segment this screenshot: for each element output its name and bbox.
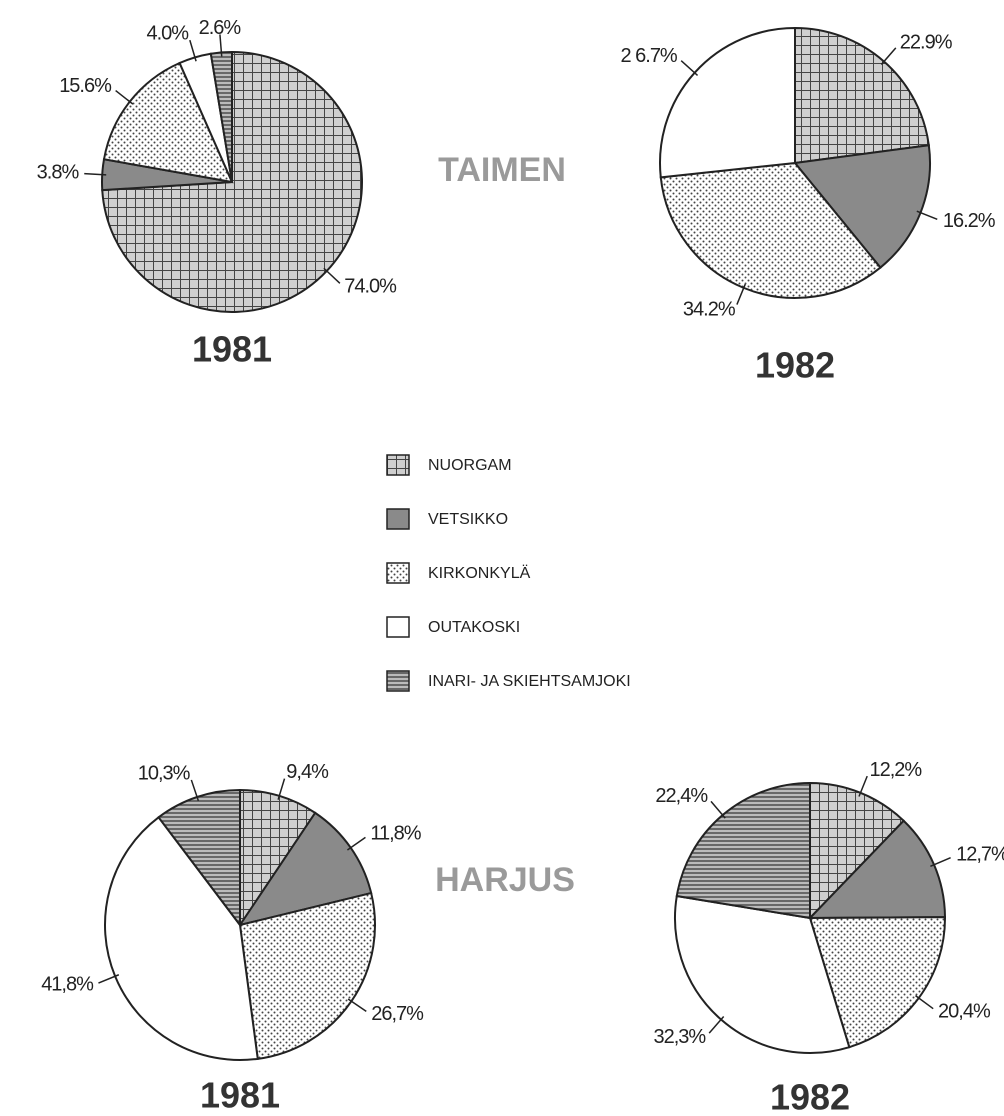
- legend-swatch: [386, 670, 410, 692]
- value-label: 3.8%: [37, 162, 80, 184]
- legend-swatch: [386, 454, 410, 476]
- leader-line: [277, 778, 286, 800]
- leader-line: [858, 775, 868, 797]
- leader-line: [680, 60, 699, 77]
- value-label: 9,4%: [286, 761, 329, 783]
- leader-line: [115, 89, 134, 105]
- chart-title: 1981: [192, 329, 272, 370]
- value-label: 12,7%: [956, 844, 1004, 866]
- legend-label: KIRKONKYLÄ: [428, 564, 531, 582]
- row-label: TAIMEN: [438, 151, 566, 189]
- value-label: 12,2%: [869, 759, 922, 781]
- pie-slice: [659, 26, 796, 179]
- row-label: HARJUS: [435, 861, 575, 899]
- legend-label: VETSIKKO: [428, 511, 508, 528]
- value-label: 34.2%: [683, 298, 736, 320]
- value-label: 2 6.7%: [620, 45, 677, 67]
- legend-swatch: [386, 616, 410, 638]
- leader-line: [98, 974, 120, 984]
- value-label: 15.6%: [59, 75, 112, 97]
- value-label: 4.0%: [147, 23, 190, 45]
- chart-title: 1981: [200, 1075, 280, 1116]
- value-label: 2.6%: [199, 17, 242, 39]
- value-label: 22.9%: [900, 32, 953, 54]
- value-label: 11,8%: [370, 822, 421, 844]
- legend-label: NUORGAM: [428, 457, 512, 474]
- value-label: 16.2%: [943, 210, 996, 232]
- value-label: 22,4%: [655, 785, 708, 807]
- leader-line: [189, 39, 197, 62]
- leader-line: [916, 210, 938, 221]
- leader-line: [915, 995, 934, 1010]
- leader-line: [323, 267, 341, 284]
- value-label: 20,4%: [938, 1001, 991, 1023]
- leader-line: [190, 779, 200, 802]
- legend-swatch: [386, 562, 410, 584]
- legend-swatch: [386, 508, 410, 530]
- leader-line: [708, 1016, 725, 1034]
- value-label: 10,3%: [138, 763, 191, 785]
- chart-title: 1982: [755, 345, 835, 386]
- value-label: 41,8%: [41, 974, 94, 996]
- leader-line: [710, 800, 726, 819]
- chart-title: 1982: [770, 1077, 850, 1116]
- leader-line: [736, 283, 746, 305]
- legend-label: INARI- JA SKIEHTSAMJOKI: [428, 673, 631, 690]
- value-label: 32,3%: [654, 1026, 707, 1048]
- leader-line: [219, 34, 223, 57]
- legend-label: OUTAKOSKI: [428, 619, 520, 636]
- value-label: 26,7%: [371, 1003, 424, 1025]
- leader-line: [880, 47, 897, 65]
- leader-line: [346, 836, 366, 851]
- value-label: 74.0%: [344, 276, 397, 298]
- leader-line: [84, 172, 107, 176]
- leader-line: [930, 856, 951, 868]
- leader-line: [347, 998, 367, 1013]
